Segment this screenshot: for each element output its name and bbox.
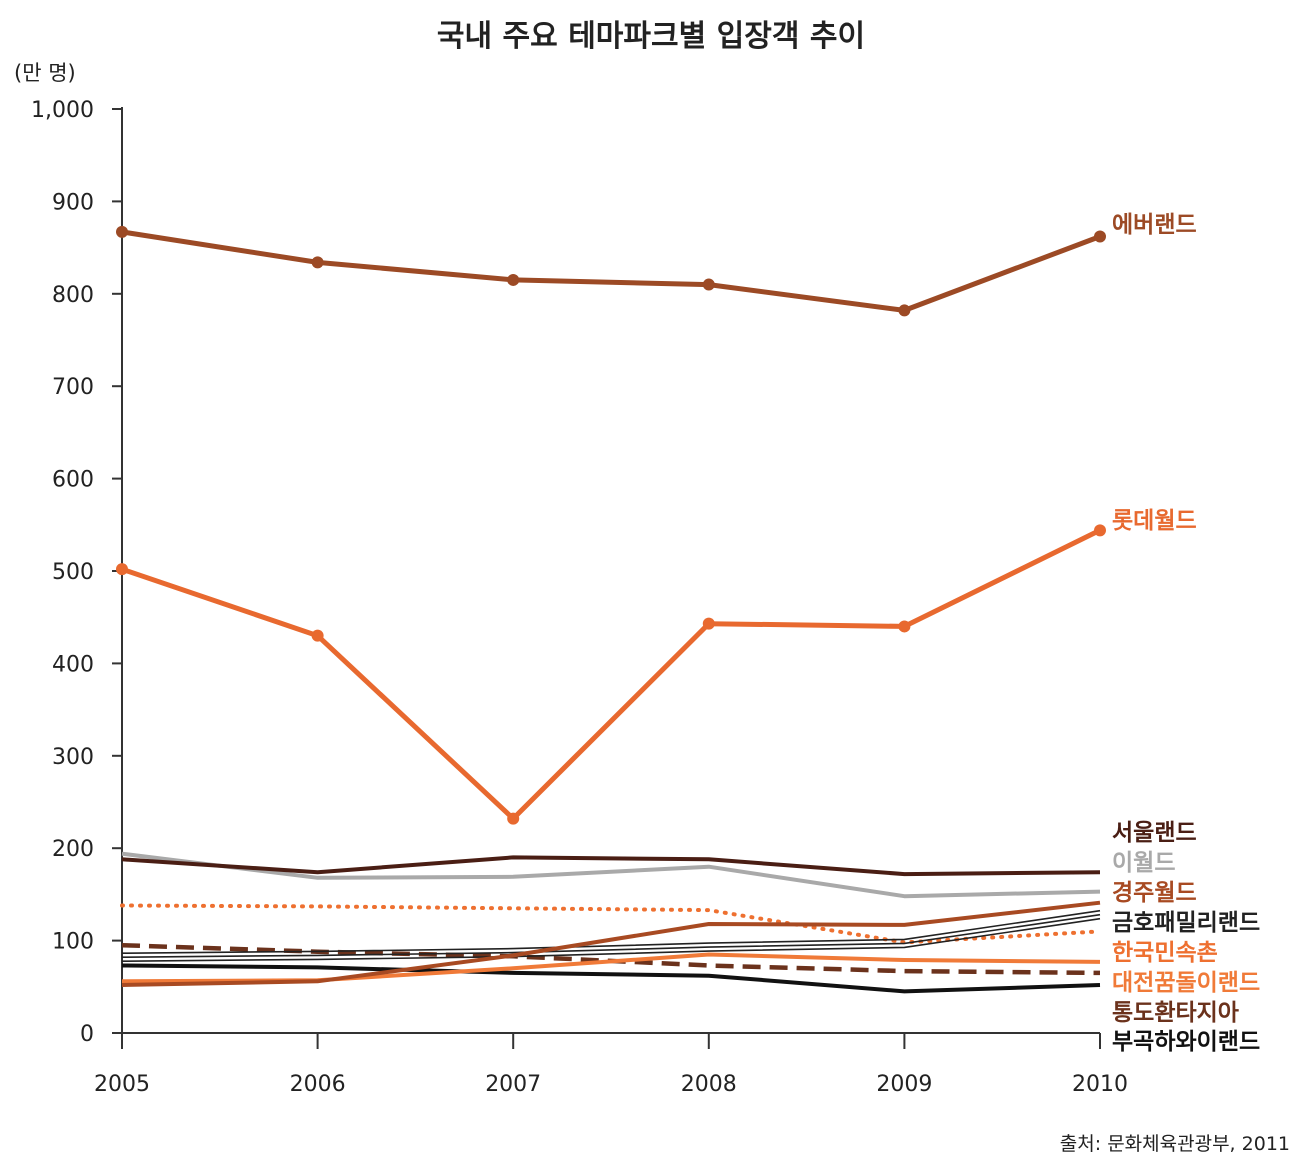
series-6 [120, 903, 1102, 945]
series-label: 부곡하와이랜드 [1112, 1029, 1260, 1055]
series-line [121, 917, 1101, 962]
series-label: 서울랜드 [1112, 820, 1197, 846]
series-label: 금호패밀리랜드 [1112, 910, 1260, 936]
series-2 [121, 855, 1101, 877]
series-label: 대전꿈돌이랜드 [1112, 970, 1260, 996]
data-point [116, 225, 128, 238]
y-tick-label: 500 [52, 560, 94, 585]
data-point [507, 273, 520, 286]
series-line [121, 851, 1101, 899]
y-tick-label: 0 [80, 1022, 94, 1047]
series-line [121, 229, 1101, 313]
y-tick-label: 1,000 [31, 98, 94, 123]
series-label: 한국민속촌 [1112, 940, 1218, 966]
data-point [311, 256, 324, 269]
series-line [120, 903, 1102, 945]
y-tick-label: 200 [52, 837, 94, 862]
data-point [1094, 230, 1106, 243]
y-tick-label: 300 [52, 745, 94, 770]
series-line [121, 963, 1101, 994]
data-point [116, 563, 128, 576]
series-0 [116, 225, 1106, 317]
series-3 [121, 851, 1101, 899]
x-tick-label: 2006 [290, 1072, 346, 1097]
y-tick-label: 100 [52, 930, 94, 955]
series-5 [121, 909, 1101, 962]
series-label: 롯데월드 [1112, 508, 1197, 534]
x-tick-label: 2010 [1072, 1072, 1128, 1097]
y-axis: 0 100 200 300 400 500 600 700 800 900 1,000 [31, 98, 123, 1047]
series-line [121, 855, 1101, 877]
x-axis: 2005 2006 2007 2008 2009 2010 [94, 1032, 1128, 1097]
data-point [311, 629, 324, 642]
series-9 [121, 963, 1101, 994]
x-tick-label: 2008 [681, 1072, 737, 1097]
series-label: 통도환타지아 [1112, 1000, 1239, 1026]
series-line [121, 909, 1101, 954]
series-labels: 에버랜드롯데월드서울랜드이월드경주월드금호패밀리랜드한국민속촌대전꿈돌이랜드통도… [1112, 212, 1260, 1055]
y-tick-label: 800 [52, 283, 94, 308]
series-line [121, 913, 1101, 958]
x-tick-label: 2009 [876, 1072, 932, 1097]
y-tick-label: 900 [52, 190, 94, 215]
chart-title: 국내 주요 테마파크별 입장객 추이 [437, 19, 865, 54]
data-point [702, 278, 715, 291]
source-note: 출처: 문화체육관광부, 2011 [1060, 1133, 1290, 1155]
data-point [702, 617, 715, 630]
series-label: 이월드 [1112, 850, 1175, 876]
series-line [121, 528, 1102, 822]
series-layer [116, 225, 1106, 994]
series-label: 에버랜드 [1112, 212, 1197, 238]
series-label: 경주월드 [1112, 880, 1197, 906]
x-tick-label: 2007 [485, 1072, 541, 1097]
data-point [1094, 524, 1106, 537]
y-unit-label: (만 명) [14, 61, 76, 85]
x-tick-label: 2005 [94, 1072, 150, 1097]
y-tick-label: 600 [52, 468, 94, 493]
y-tick-label: 400 [52, 652, 94, 677]
series-line [121, 900, 1101, 987]
data-point [898, 304, 911, 317]
y-tick-label: 700 [52, 375, 94, 400]
series-4 [121, 900, 1101, 987]
data-point [507, 812, 520, 825]
series-1 [116, 524, 1106, 825]
data-point [898, 620, 911, 633]
